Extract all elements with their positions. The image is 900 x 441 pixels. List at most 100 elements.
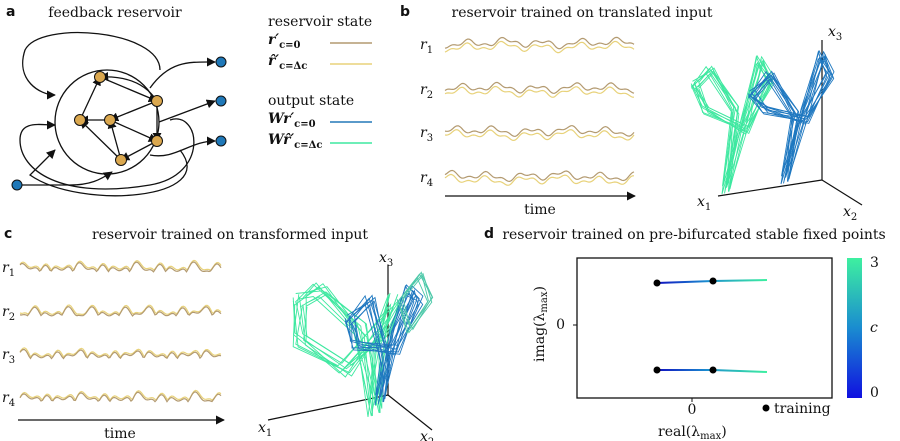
- plot-frame: [576, 257, 833, 399]
- legend-label: r̂′c=Δc: [268, 53, 307, 72]
- legend-label: Wr′c=0: [268, 111, 316, 130]
- legend-label: training: [774, 401, 831, 417]
- panel-letter: b: [400, 4, 410, 20]
- axis-label-part: 1: [266, 428, 272, 439]
- x-axis-label: real(λmax): [658, 424, 727, 441]
- panel-letter: a: [6, 4, 15, 20]
- trace: [444, 169, 635, 183]
- attractor: [397, 271, 429, 335]
- time-label: time: [104, 426, 136, 441]
- legend-label: r′c=0: [268, 32, 301, 51]
- x-tick-label: 0: [688, 402, 697, 418]
- panel-title-part: reservoir trained on transformed input: [92, 227, 368, 243]
- row-label: r2: [2, 304, 15, 323]
- row-label-part: r: [420, 82, 428, 98]
- reservoir-nodes: [74, 71, 163, 166]
- panel-title: feedback reservoir: [48, 5, 182, 21]
- row-label-part: 1: [427, 45, 433, 56]
- colorbar-tick: 0: [870, 385, 879, 401]
- row-label: r1: [2, 260, 15, 279]
- io-nodes: [11, 56, 227, 191]
- reservoir-diagram: [19, 32, 216, 197]
- time-label: time: [524, 202, 556, 218]
- y-axis-label-part: imag(λ: [532, 312, 548, 362]
- row-label-part: 1: [9, 268, 15, 279]
- trace: [444, 36, 635, 50]
- row-label: r1: [420, 37, 433, 56]
- panel-letter-part: a: [6, 4, 15, 20]
- attractor: [749, 57, 834, 177]
- row-label-part: 2: [427, 90, 433, 101]
- row-label-part: r: [2, 260, 10, 276]
- colorbar: [847, 258, 862, 398]
- attractor: [293, 287, 392, 409]
- axis-label: x3: [379, 250, 393, 269]
- attractor: [295, 294, 394, 404]
- panel-title: reservoir trained on transformed input: [92, 227, 368, 243]
- row-label-part: r: [420, 125, 428, 141]
- panel-title-part: reservoir trained on pre-bifurcated stab…: [502, 227, 885, 243]
- colorbar-tick-part: 3: [870, 255, 879, 271]
- panel-title-part: reservoir trained on translated input: [452, 5, 713, 21]
- trace: [444, 173, 634, 186]
- attractor: [747, 56, 835, 177]
- y-axis-label-part: ): [532, 286, 548, 291]
- axis-3d: [821, 179, 863, 206]
- axis-3d: [717, 179, 823, 197]
- legend-label-part: r̂′: [268, 53, 279, 69]
- attractor: [292, 296, 402, 404]
- legend-label-part: Wr′: [268, 111, 294, 127]
- trace: [19, 261, 222, 273]
- axis-label: x1: [697, 194, 711, 213]
- panel-letter: d: [484, 226, 494, 242]
- panel-letter-part: d: [484, 226, 494, 242]
- axis-label: x2: [420, 429, 434, 441]
- axis-label-part: x: [843, 204, 851, 220]
- attractor: [748, 53, 829, 182]
- row-label: r2: [420, 82, 433, 101]
- y-axis-label-part: max: [539, 291, 550, 312]
- trace: [444, 85, 634, 98]
- row-label-part: 4: [9, 398, 15, 409]
- row-label-part: 3: [9, 355, 15, 366]
- legend-label-part: c=0: [294, 119, 315, 130]
- attractor: [348, 289, 419, 398]
- panel-title: reservoir trained on pre-bifurcated stab…: [502, 227, 885, 243]
- row-label-part: 4: [427, 178, 433, 189]
- legend-label-part: c=Δc: [279, 61, 307, 72]
- row-label-part: r: [2, 304, 10, 320]
- legend-heading: reservoir state: [268, 14, 372, 30]
- row-label-part: 2: [9, 312, 15, 323]
- axis-label-part: 3: [836, 32, 842, 43]
- row-label: r4: [2, 390, 15, 409]
- attractor: [690, 61, 775, 187]
- axis-label: x3: [828, 24, 842, 43]
- axis-3d: [387, 394, 433, 431]
- axis-label-part: x: [420, 429, 428, 441]
- axis-label-part: x: [258, 420, 266, 436]
- legend-swatches: [330, 42, 372, 144]
- legend-label-part: c=Δc: [294, 140, 322, 151]
- y-tick-label: 0: [556, 317, 565, 333]
- axis-label-part: 1: [705, 202, 711, 213]
- panel-letter-part: b: [400, 4, 410, 20]
- trace: [19, 391, 222, 403]
- trace: [19, 348, 222, 360]
- colorbar-tick-part: 0: [870, 385, 879, 401]
- attractor: [292, 282, 403, 417]
- axis-label: x1: [258, 420, 272, 439]
- axis-label-part: x: [697, 194, 705, 210]
- axis-label: x2: [843, 204, 857, 223]
- x-axis-label-part: real(λ: [658, 424, 700, 440]
- legend-heading-part: reservoir state: [268, 14, 372, 30]
- panel-letter: c: [4, 226, 12, 242]
- axis-label-part: x: [379, 250, 387, 266]
- row-label: r3: [2, 347, 15, 366]
- legend-heading-part: output state: [268, 93, 354, 109]
- legend-label-part: r′: [268, 32, 279, 48]
- colorbar-label: c: [870, 320, 878, 336]
- row-label-part: r: [2, 390, 10, 406]
- attractor: [692, 62, 774, 187]
- trace: [444, 81, 635, 94]
